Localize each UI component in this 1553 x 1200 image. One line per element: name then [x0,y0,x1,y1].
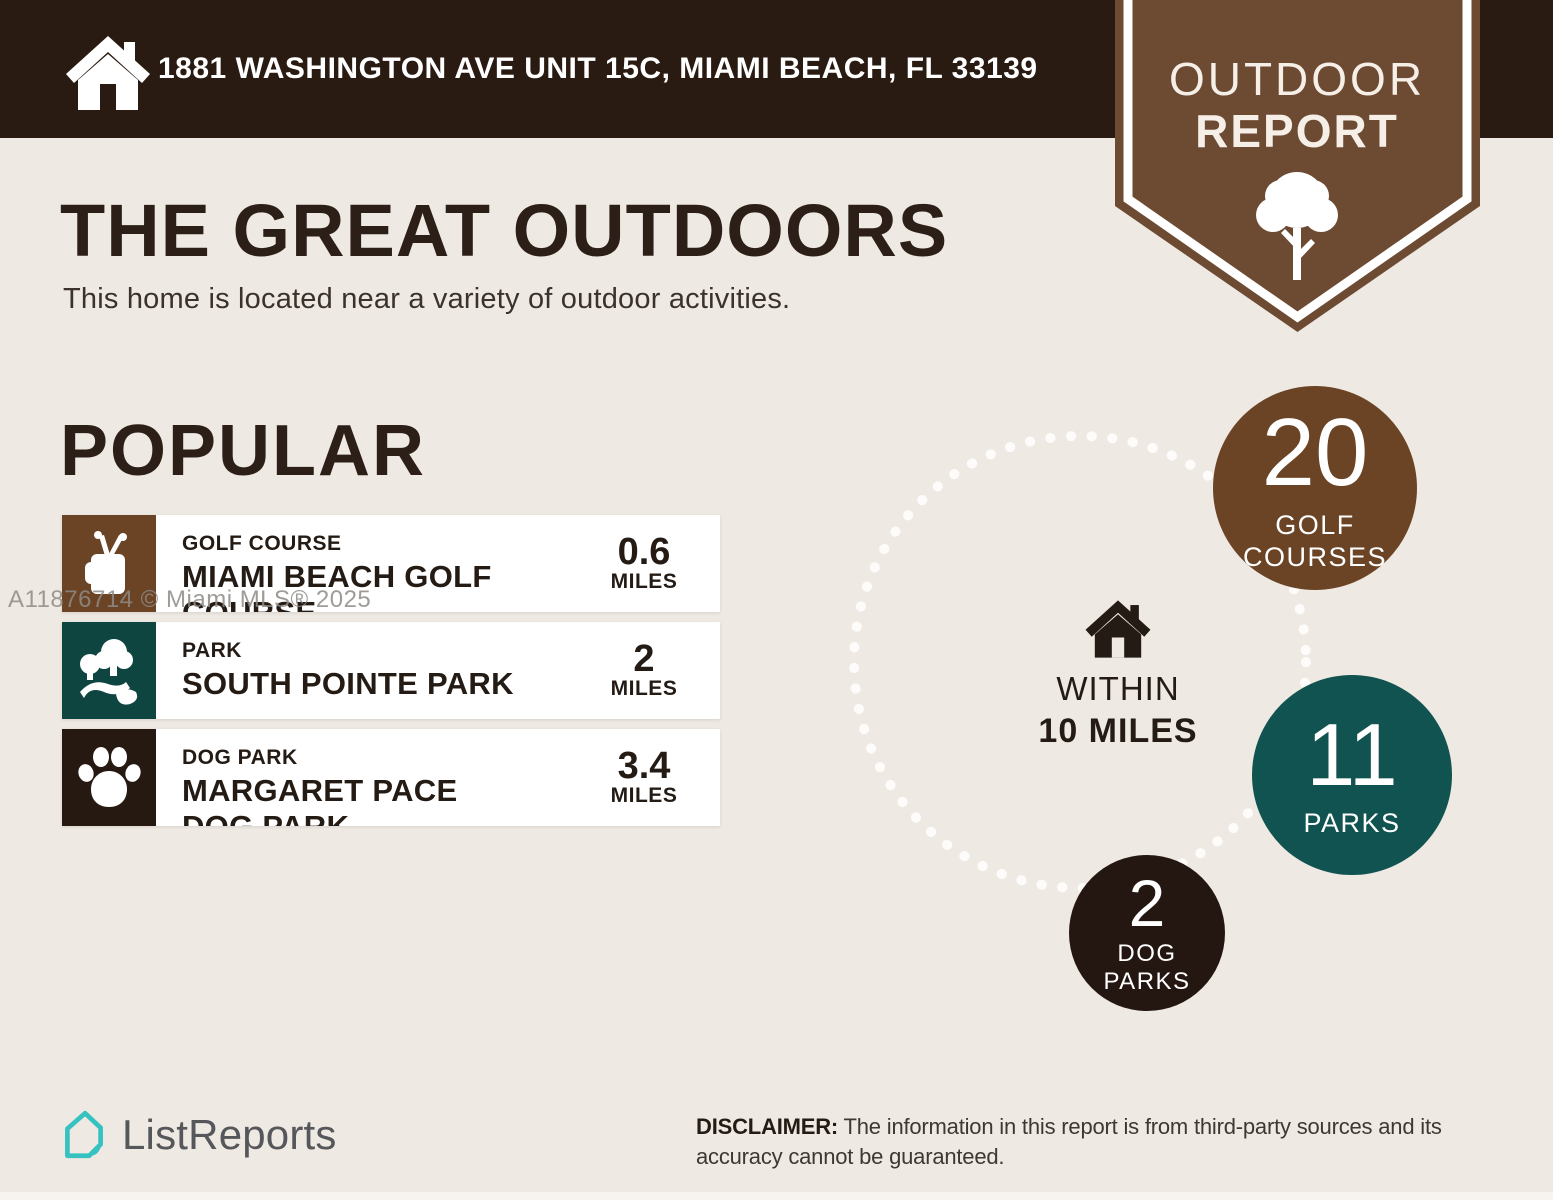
popular-item-park: PARK SOUTH POINTE PARK 2 MILES [62,622,720,719]
disclaimer: DISCLAIMER: The information in this repo… [696,1114,1442,1169]
item-distance: 0.6 [617,530,671,573]
listreports-icon [65,1110,103,1159]
item-name: MIAMI BEACH GOLF COURSE [182,559,492,612]
golf-bag-icon [62,515,156,612]
item-category: DOG PARK [182,746,298,769]
stat-value: 11 [1306,705,1398,804]
home-door [1111,637,1125,658]
stat-value: 2 [1128,866,1166,940]
home-door [100,84,116,110]
popular-heading: POPULAR [60,411,427,491]
outdoor-report-badge: OUTDOOR REPORT [1115,0,1480,336]
popular-list: GOLF COURSE MIAMI BEACH GOLF COURSE 0.6 … [62,515,720,836]
mls-watermark: A11876714 © Miami MLS® 2025 [8,586,372,613]
page-title: THE GREAT OUTDOORS [60,189,949,272]
badge-line1: OUTDOOR [1169,53,1425,105]
park-trees-icon [62,622,156,719]
item-distance: 3.4 [617,744,671,787]
listreports-logo: ListReports [60,1108,337,1162]
item-name: SOUTH POINTE PARK [182,666,514,701]
radius-ring [849,431,1311,893]
within-label: WITHIN [1056,670,1180,707]
page-subtitle: This home is located near a variety of o… [63,283,791,315]
badge-shape [1115,0,1480,332]
popular-item-golf-course: GOLF COURSE MIAMI BEACH GOLF COURSE 0.6 … [62,515,720,612]
dog-paw-icon [62,729,156,826]
item-distance-unit: MILES [610,569,678,593]
within-distance: 10 MILES [1038,712,1198,750]
item-name: MARGARET PACE DOG PARK [182,773,458,826]
stat-golf-courses: 20 GOLF COURSES [1213,386,1417,590]
stat-value: 20 [1261,399,1369,506]
stat-label: PARKS [1303,808,1401,838]
popular-item-dog-park: DOG PARK MARGARET PACE DOG PARK 3.4 MILE… [62,729,720,826]
item-distance: 2 [633,637,655,680]
stat-label: DOG PARKS [1103,940,1191,995]
property-address: 1881 WASHINGTON AVE UNIT 15C, MIAMI BEAC… [158,52,1038,85]
home-icon-dark [1085,600,1151,658]
listreports-logo-text: ListReports [122,1111,337,1158]
bottom-strip [0,1192,1553,1200]
home-icon [66,36,150,110]
item-distance-unit: MILES [610,676,678,700]
badge-border [1123,0,1472,323]
within-radius-label: WITHIN 10 MILES [1018,600,1218,751]
tree-icon [1256,172,1338,280]
disclaimer-label: DISCLAIMER: [696,1114,839,1139]
item-category: PARK [182,639,242,662]
stat-parks: 11 PARKS [1252,675,1452,875]
stat-dog-parks: 2 DOG PARKS [1069,855,1225,1011]
item-distance-unit: MILES [610,783,678,807]
item-category: GOLF COURSE [182,532,342,555]
stat-label: GOLF COURSES [1242,510,1388,572]
badge-line2: REPORT [1195,105,1399,157]
